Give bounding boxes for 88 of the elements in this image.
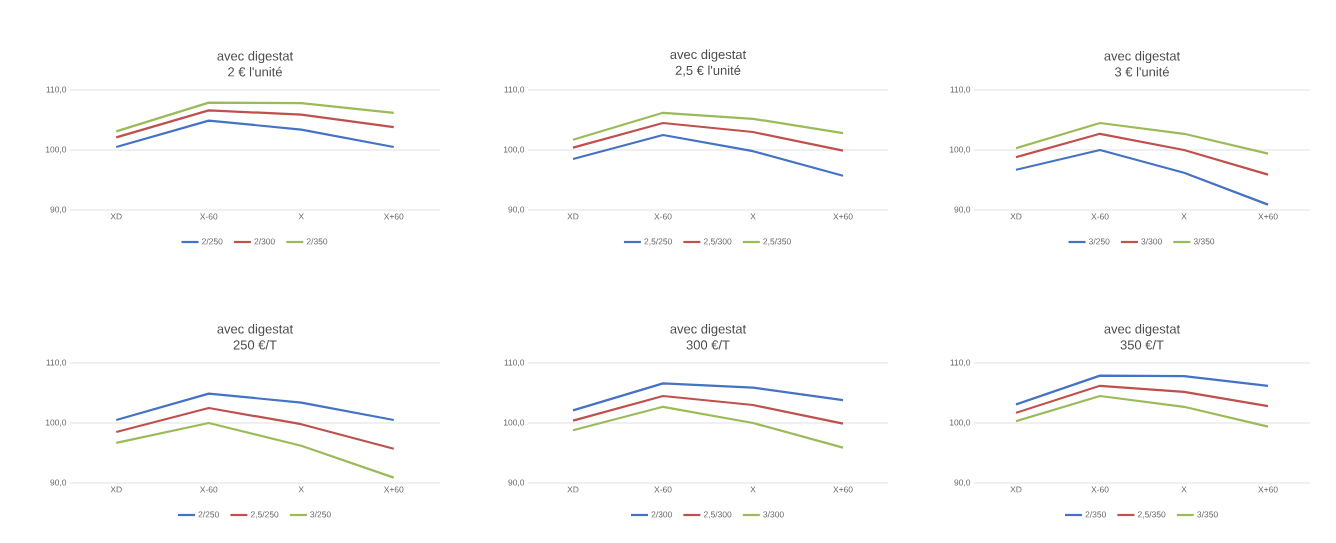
legend-label: 2/350 (306, 238, 328, 245)
legend-label: 2/300 (254, 238, 275, 245)
x-tick-label: XD (110, 486, 122, 493)
y-tick-label: 110,0 (504, 359, 525, 367)
x-tick-label: X+60 (1258, 486, 1278, 493)
legend-label: 3/250 (1088, 238, 1110, 245)
y-tick-label: 100,0 (45, 419, 67, 427)
y-tick-label: 90,0 (954, 479, 971, 487)
y-tick-label: 100,0 (949, 419, 971, 427)
chart-title: avec digestat (670, 324, 747, 337)
legend-label: 2,5/350 (763, 238, 791, 246)
y-tick-label: 110,0 (46, 86, 67, 94)
legend-label: 3/300 (1141, 238, 1162, 245)
line-series (1014, 374, 1270, 406)
line-series (1014, 132, 1270, 176)
legend-label: 2,5/250 (250, 511, 279, 519)
legend-label: 2,5/250 (644, 238, 672, 246)
legend-label: 2/250 (198, 511, 219, 518)
x-tick-label: X+60 (1258, 213, 1278, 220)
legend-label: 3/300 (763, 511, 784, 518)
legend-label: 3/350 (1197, 511, 1218, 518)
x-tick-label: XD (1010, 213, 1022, 220)
x-tick-label: X-60 (1091, 486, 1109, 493)
y-tick-label: 110,0 (46, 359, 67, 367)
line-series (571, 111, 845, 141)
x-tick-label: X-60 (654, 213, 672, 220)
x-tick-label: XD (567, 213, 579, 220)
x-tick-label: X (298, 213, 304, 220)
y-tick-label: 110,0 (950, 359, 971, 367)
legend-label: 3/350 (1193, 238, 1215, 245)
y-tick-label: 100,0 (45, 146, 67, 154)
chart-title: avec digestat (670, 49, 747, 62)
x-tick-label: X+60 (383, 213, 404, 220)
y-tick-label: 90,0 (508, 206, 525, 214)
x-tick-label: X (750, 213, 756, 220)
line-series (571, 121, 845, 152)
chart-title: avec digestat (1104, 324, 1181, 337)
x-tick-label: X-60 (200, 213, 218, 220)
x-tick-label: X-60 (1091, 213, 1109, 220)
x-tick-label: X+60 (833, 486, 853, 493)
legend-label: 2/300 (651, 511, 672, 518)
line-series (115, 406, 395, 450)
y-tick-label: 110,0 (504, 86, 525, 94)
x-tick-label: X+60 (833, 213, 853, 220)
x-tick-label: X-60 (654, 486, 672, 493)
chart-title: avec digestat (217, 51, 294, 64)
line-series (571, 382, 845, 412)
line-series (1014, 384, 1270, 414)
x-tick-label: XD (110, 213, 122, 220)
chart-subtitle: 250 €/T (233, 339, 277, 350)
x-tick-label: X (750, 486, 756, 493)
chart-subtitle: 2,5 € l'unité (675, 65, 741, 77)
line-series (1014, 394, 1270, 428)
x-tick-label: XD (567, 486, 579, 493)
line-series (571, 394, 845, 425)
line-series (115, 101, 395, 133)
legend-label: 2/250 (202, 238, 223, 245)
x-tick-label: XD (1010, 486, 1022, 493)
legend-label: 2,5/300 (703, 238, 732, 246)
line-series (571, 133, 845, 177)
y-tick-label: 110,0 (950, 86, 971, 94)
y-tick-label: 90,0 (50, 206, 67, 214)
line-series (571, 405, 845, 449)
x-tick-label: X (1181, 213, 1187, 220)
chart-subtitle: 300 €/T (686, 339, 730, 350)
line-series (1014, 121, 1270, 155)
y-tick-label: 90,0 (954, 206, 971, 214)
chart-title: avec digestat (217, 324, 294, 337)
x-tick-label: X (1181, 486, 1187, 493)
y-tick-label: 90,0 (508, 479, 525, 487)
y-tick-label: 90,0 (50, 479, 67, 487)
y-tick-label: 100,0 (503, 419, 525, 427)
chart-subtitle: 3 € l'unité (1114, 66, 1169, 77)
legend-label: 2/350 (1085, 511, 1106, 518)
chart-subtitle: 2 € l'unité (228, 66, 282, 77)
y-tick-label: 100,0 (949, 146, 971, 154)
legend-label: 2,5/350 (1137, 511, 1166, 519)
x-tick-label: X+60 (383, 486, 404, 493)
y-tick-label: 100,0 (503, 146, 525, 154)
legend-label: 2,5/300 (703, 511, 732, 519)
chart-title: avec digestat (1104, 51, 1181, 64)
line-series (1014, 148, 1270, 206)
line-series (115, 109, 395, 139)
x-tick-label: X (298, 486, 304, 493)
line-series (115, 421, 395, 479)
chart-subtitle: 350 €/T (1120, 339, 1164, 350)
x-tick-label: X-60 (200, 486, 218, 493)
legend-label: 3/250 (310, 511, 331, 518)
